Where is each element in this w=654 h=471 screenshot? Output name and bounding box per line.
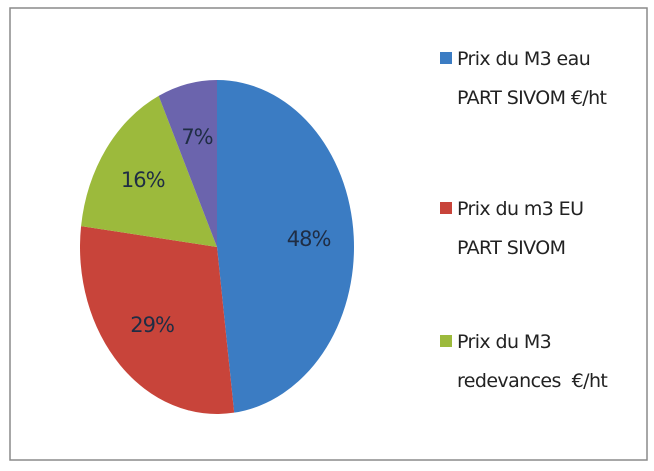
legend-label: Prix du M3 eau PART SIVOM €/ht xyxy=(457,48,607,109)
legend-swatch xyxy=(440,52,452,64)
legend-swatch xyxy=(440,335,452,347)
pie-slice xyxy=(79,226,235,415)
pie-slice xyxy=(217,80,355,413)
pie: 48% 29% 16% 7% xyxy=(79,80,355,415)
legend-item: Prix du m3 EU PART SIVOM xyxy=(440,190,640,268)
data-label: 16% xyxy=(121,168,165,192)
legend-item: Prix du M3 eau PART SIVOM €/ht xyxy=(440,40,640,118)
pie-slice xyxy=(81,95,217,247)
pie-slice xyxy=(158,80,217,247)
legend-swatch xyxy=(440,202,452,214)
legend-item: Prix du M3 redevances €/ht xyxy=(440,323,640,401)
legend-label: Prix du m3 EU PART SIVOM xyxy=(457,198,589,259)
data-label: 48% xyxy=(287,227,331,251)
data-label: 29% xyxy=(130,313,174,337)
legend-label: Prix du M3 redevances €/ht xyxy=(457,331,608,392)
data-label: 7% xyxy=(181,125,212,149)
